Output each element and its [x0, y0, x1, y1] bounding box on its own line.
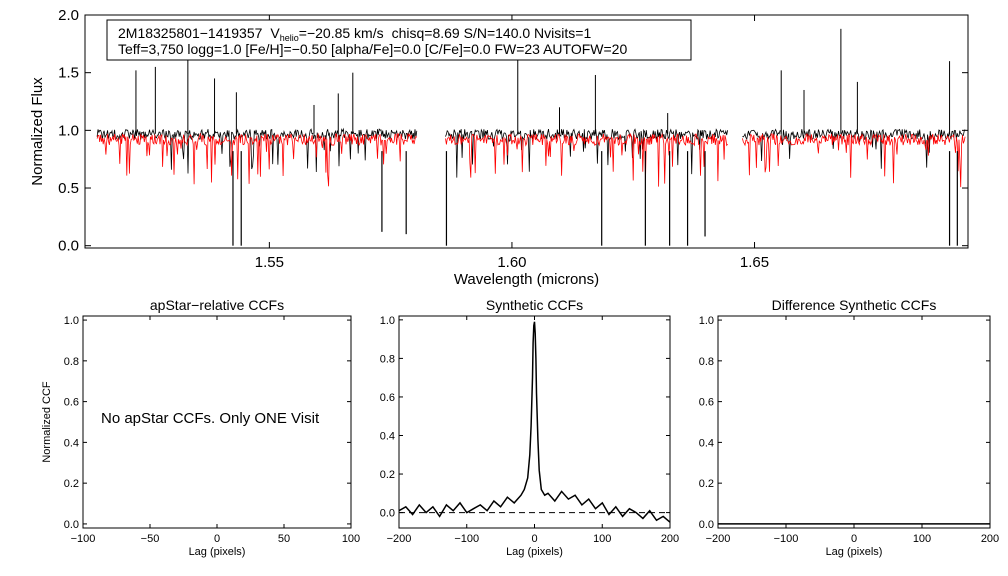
spectrum-x-tick-label: 1.60: [497, 254, 526, 271]
difference_ccf-x-tick-label: 0: [851, 533, 857, 545]
apstar_ccf-x-tick-label: 0: [214, 533, 220, 545]
synthetic_ccf-x-tick-label: 0: [531, 533, 537, 545]
difference_ccf-y-tick-label: 0.6: [699, 397, 714, 409]
apstar_ccf-x-tick-label: −100: [71, 533, 96, 545]
apstar_ccf-y-axis-label: Normalized CCF: [41, 381, 53, 463]
synthetic_ccf-y-tick-label: 1.0: [380, 315, 395, 327]
difference_ccf-x-tick-label: −100: [774, 533, 799, 545]
synthetic-ccf-line: [398, 321, 671, 523]
synthetic_ccf-plot-frame: [398, 315, 671, 529]
observed-spectrum-line: [96, 127, 418, 174]
spectrum-panel: 1.55 1.60 1.65 0.0 0.5 1.0 1.5 2.0 Wavelength (m…: [29, 7, 969, 288]
apstar_ccf-x-tick-label: −50: [141, 533, 160, 545]
spectrum-y-tick-label: 0.0: [58, 238, 79, 255]
difference_ccf-x-tick-label: 200: [981, 533, 999, 545]
observed-spectrum-line: [445, 128, 728, 178]
synthetic-spectrum-line: [445, 132, 728, 187]
vhelio-label: V: [270, 25, 280, 41]
observed-spectrum-line: [742, 128, 966, 169]
synthetic_ccf-title: Synthetic CCFs: [486, 297, 583, 313]
info-line-2: Teff=3,750 logg=1.0 [Fe/H]=−0.50 [alpha/…: [118, 41, 627, 57]
difference-ccf-panel: −200 −100 0 100 200 0.0 0.2 0.4 0.6 0.8 1.0 Differe…: [699, 297, 999, 558]
spectrum-x-tick-label: 1.55: [255, 254, 284, 271]
synthetic-spectrum-line: [96, 132, 418, 187]
apstar_ccf-y-tick-label: 0.2: [64, 478, 79, 490]
difference_ccf-plot-frame: [717, 315, 991, 529]
synthetic_ccf-x-tick-label: 200: [661, 533, 679, 545]
info-box-frame: [106, 19, 692, 61]
synthetic_ccf-y-tick-label: 0.8: [380, 353, 395, 365]
spectrum-y-axis-label: Normalized Flux: [29, 77, 46, 186]
spectrum-x-axis-label: Wavelength (microns): [454, 271, 599, 288]
info-line-1: 2M18325801−1419357 Vhelio=−20.85 km/s chis…: [118, 25, 591, 43]
spectrum-info-box: 2M18325801−1419357 Vhelio=−20.85 km/s chis…: [106, 19, 692, 61]
difference_ccf-y-tick-label: 0.2: [699, 478, 714, 490]
difference_ccf-x-tick-label: 100: [913, 533, 931, 545]
difference_ccf-y-tick-label: 1.0: [699, 315, 714, 327]
difference_ccf-x-axis-label: Lag (pixels): [826, 546, 883, 558]
synthetic-ccf-panel: −200 −100 0 100 200 0.0 0.2 0.4 0.6 0.8 1.0 Synthet…: [380, 297, 679, 558]
apstar_ccf-x-tick-label: 100: [342, 533, 360, 545]
apstar_ccf-y-tick-label: 0.6: [64, 397, 79, 409]
difference_ccf-y-tick-label: 0.8: [699, 356, 714, 368]
difference_ccf-title: Difference Synthetic CCFs: [772, 297, 937, 313]
synthetic_ccf-y-tick-label: 0.0: [380, 508, 395, 520]
synthetic_ccf-y-tick-label: 0.4: [380, 430, 395, 442]
apstar-ccf-panel: −100 −50 0 50 100 0.0 0.2 0.4 0.6 0.8 1.0 apStar−re…: [41, 297, 360, 558]
apstar_ccf-y-tick-label: 1.0: [64, 315, 79, 327]
apstar_ccf-y-tick-label: 0.0: [64, 519, 79, 531]
apstar_ccf-y-tick-label: 0.8: [64, 356, 79, 368]
synthetic_ccf-x-axis-label: Lag (pixels): [506, 546, 563, 558]
difference_ccf-x-tick-label: −200: [706, 533, 731, 545]
spectrum-y-tick-label: 2.0: [58, 7, 79, 24]
synthetic_ccf-y-tick-label: 0.6: [380, 392, 395, 404]
spectrum-x-tick-label: 1.65: [740, 254, 769, 271]
apstar_ccf-y-tick-label: 0.4: [64, 437, 79, 449]
spectrum-y-tick-label: 0.5: [58, 180, 79, 197]
vhelio-subscript: helio: [280, 33, 299, 43]
apstar-ccf-annotation: No apStar CCFs. Only ONE Visit: [101, 410, 320, 427]
synthetic_ccf-x-tick-label: −100: [454, 533, 479, 545]
spectrum-y-tick-label: 1.0: [58, 122, 79, 139]
synthetic_ccf-x-tick-label: 100: [593, 533, 611, 545]
difference_ccf-y-tick-label: 0.4: [699, 437, 714, 449]
synthetic-spectrum-line: [742, 133, 966, 188]
synthetic_ccf-y-tick-label: 0.2: [380, 469, 395, 481]
spectrum-y-tick-label: 1.5: [58, 65, 79, 82]
difference_ccf-y-tick-label: 0.0: [699, 519, 714, 531]
apstar_ccf-x-axis-label: Lag (pixels): [189, 546, 246, 558]
apstar_ccf-title: apStar−relative CCFs: [150, 297, 284, 313]
vhelio-value: =−20.85 km/s: [299, 25, 384, 41]
spectrum-plot-frame: [84, 14, 969, 249]
apstar_ccf-x-tick-label: 50: [278, 533, 290, 545]
synthetic_ccf-x-tick-label: −200: [387, 533, 412, 545]
fit-stats: chisq=8.69 S/N=140.0 Nvisits=1: [392, 25, 592, 41]
star-id: 2M18325801−1419357: [118, 25, 263, 41]
